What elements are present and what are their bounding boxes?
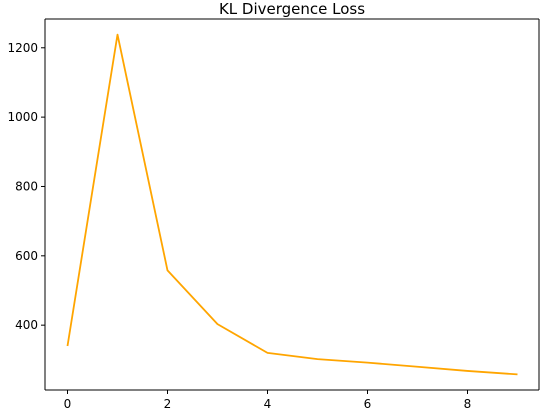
axes-layer: 0 2 4 6 8 400 600 800 1000 1200	[7, 18, 540, 411]
series-line-0	[66, 33, 518, 376]
x-tick-label-0: 0	[64, 397, 72, 411]
plot-layer	[66, 33, 518, 376]
x-tick-label-6: 6	[364, 397, 372, 411]
y-tick-label-600: 600	[15, 249, 38, 263]
y-tick-label-1000: 1000	[7, 110, 38, 124]
y-tick-label-1200: 1200	[7, 41, 38, 55]
x-tick-label-4: 4	[264, 397, 272, 411]
y-tick-label-800: 800	[15, 179, 38, 193]
x-tick-label-2: 2	[164, 397, 172, 411]
chart-title: KL Divergence Loss	[219, 0, 365, 18]
x-tick-label-8: 8	[464, 397, 472, 411]
y-tick-label-400: 400	[15, 318, 38, 332]
